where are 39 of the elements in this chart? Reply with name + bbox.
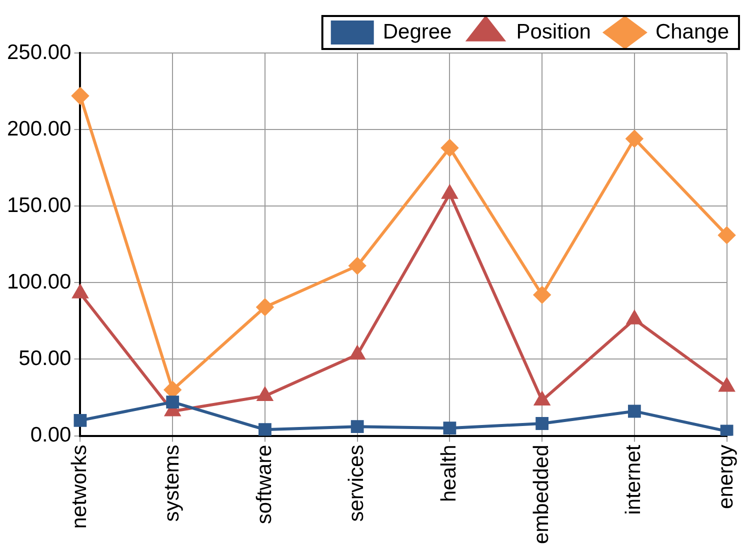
point: [628, 404, 641, 418]
point: [350, 420, 364, 434]
point: [258, 423, 272, 436]
point: [718, 226, 736, 244]
y-tick-label: 0.00: [30, 424, 72, 447]
point: [534, 392, 550, 406]
point: [257, 387, 273, 401]
x-tick-label: software: [252, 444, 276, 524]
legend-label: Degree: [382, 20, 452, 44]
y-tick-label: 200.00: [6, 117, 72, 140]
point: [72, 87, 89, 104]
y-tick-label: 100.00: [6, 270, 72, 294]
point: [719, 378, 734, 392]
point: [348, 257, 366, 274]
point: [72, 284, 88, 298]
y-tick-label: 150.00: [6, 194, 72, 217]
point: [442, 185, 458, 199]
point: [626, 130, 643, 148]
x-tick-label: energy: [714, 444, 738, 509]
point: [441, 139, 458, 156]
point: [443, 422, 456, 435]
x-tick-label: health: [437, 444, 460, 502]
x-tick-label: services: [345, 444, 368, 522]
legend-label: Change: [655, 20, 729, 44]
y-tick-label: 50.00: [18, 347, 72, 370]
point: [626, 310, 642, 324]
point: [256, 298, 274, 316]
point: [74, 414, 87, 427]
y-tick-label: 250.00: [6, 40, 72, 64]
legend-label: Position: [516, 20, 591, 44]
x-tick-label: embedded: [530, 444, 553, 544]
point: [534, 286, 551, 304]
point: [166, 396, 180, 409]
point: [720, 424, 734, 436]
x-tick-label: networks: [68, 444, 92, 529]
x-tick-label: internet: [622, 444, 646, 515]
point: [536, 417, 549, 430]
x-tick-label: systems: [160, 444, 184, 522]
point: [350, 346, 365, 360]
